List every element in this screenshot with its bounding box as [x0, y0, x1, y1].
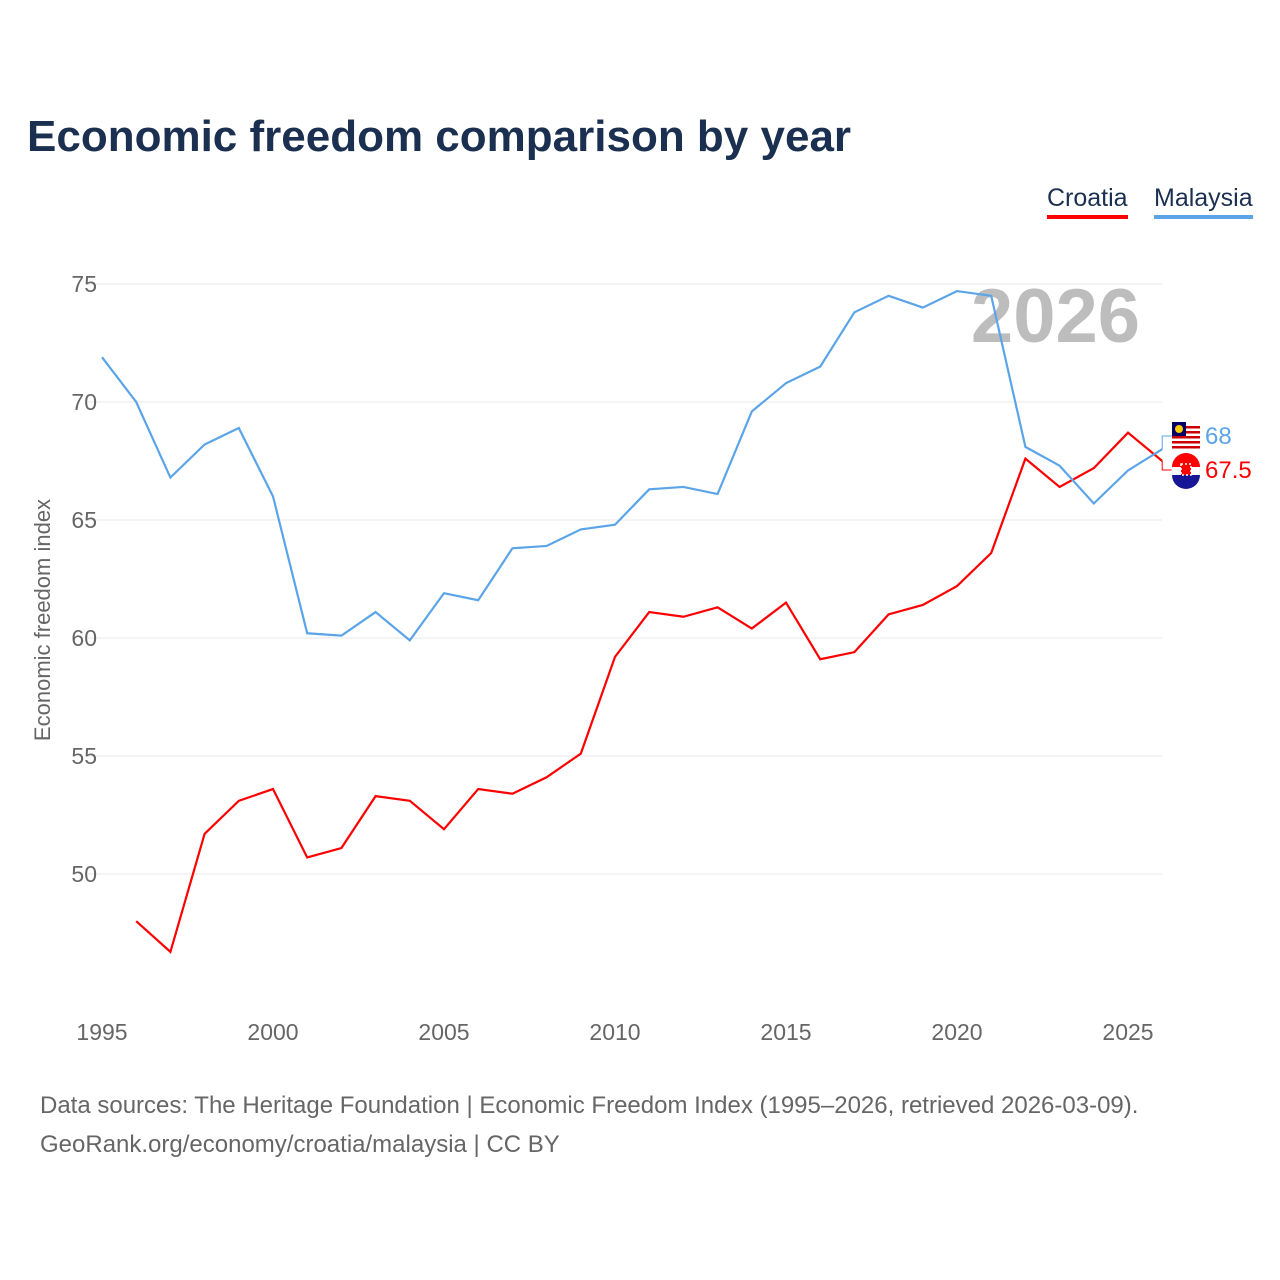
footer-source: Data sources: The Heritage Foundation | … — [40, 1086, 1138, 1164]
series-line-croatia — [135, 431, 1163, 954]
x-tick-label: 2020 — [931, 1019, 982, 1045]
end-value-label-malaysia: 68 — [1205, 423, 1232, 450]
label-connector — [1161, 435, 1173, 450]
y-axis-label: Economic freedom index — [30, 499, 55, 741]
y-tick-label: 55 — [71, 743, 97, 769]
y-tick-label: 60 — [71, 625, 97, 651]
legend-malaysia[interactable]: Malaysia — [1154, 184, 1253, 219]
flag-stripe — [1172, 436, 1200, 439]
x-tick-label: 2010 — [589, 1019, 640, 1045]
x-tick-label: 1995 — [76, 1019, 127, 1045]
source-text: Data sources: The Heritage Foundation | … — [40, 1092, 1139, 1119]
label-connector — [1161, 461, 1173, 471]
flag-coat-of-arms — [1180, 463, 1192, 476]
year-watermark: 2026 — [971, 274, 1140, 359]
flag-stripe — [1172, 441, 1200, 444]
flag-crescent — [1175, 425, 1183, 433]
source-link[interactable]: GeoRank.org/economy/croatia/malaysia | C… — [40, 1131, 560, 1158]
y-tick-label: 50 — [71, 861, 97, 887]
legend-croatia[interactable]: Croatia — [1047, 184, 1128, 219]
x-tick-label: 2005 — [418, 1019, 469, 1045]
y-tick-label: 65 — [71, 507, 97, 533]
x-tick-label: 2000 — [247, 1019, 298, 1045]
x-tick-label: 2025 — [1102, 1019, 1153, 1045]
y-tick-label: 70 — [71, 389, 97, 415]
chart-title: Economic freedom comparison by year — [27, 112, 852, 161]
flag-blue-band — [1172, 475, 1200, 489]
series-line-malaysia — [101, 289, 1163, 642]
x-tick-label: 2015 — [760, 1019, 811, 1045]
flag-red-band — [1172, 453, 1200, 467]
end-value-label-croatia: 67.5 — [1205, 457, 1252, 484]
y-tick-label: 75 — [71, 271, 97, 297]
flag-stripe — [1172, 446, 1200, 449]
